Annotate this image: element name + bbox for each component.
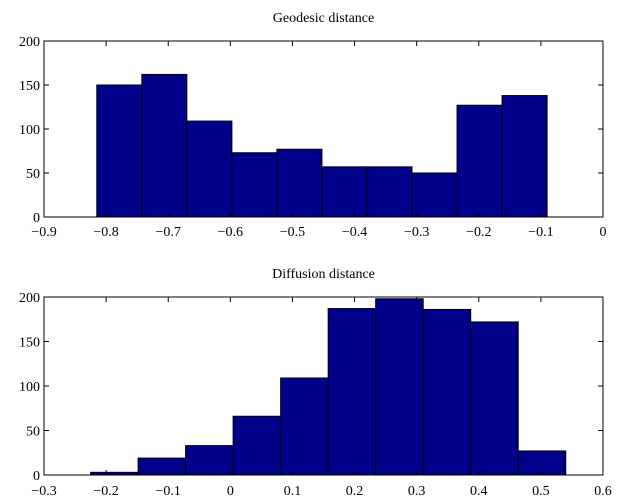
x-tick-label: −0.2 — [466, 225, 491, 240]
histogram-bar — [232, 415, 282, 476]
diffusion-distance-chart: Diffusion distance −0.3 −0.2 −0.1 0 0.1 0.2 0.… — [19, 267, 612, 497]
histogram-bar — [96, 84, 143, 218]
x-tick-label: −0.5 — [280, 225, 305, 240]
x-tick-label: 0.4 — [470, 484, 488, 497]
x-tick-label: −0.6 — [218, 225, 243, 240]
x-tick-label: 0.2 — [346, 484, 364, 497]
x-tick-label: −0.3 — [31, 484, 56, 497]
histogram-bar — [141, 73, 188, 218]
x-tick-label: −0.3 — [404, 225, 429, 240]
histogram-bar — [276, 148, 323, 218]
histogram-bar — [327, 308, 377, 476]
histogram-bar — [470, 321, 519, 476]
histogram-bar — [501, 95, 548, 218]
y-tick-label: 150 — [19, 79, 40, 94]
y-tick-label: 0 — [33, 469, 40, 484]
histogram-bar — [517, 450, 567, 476]
y-tick-label: 50 — [26, 425, 40, 440]
histogram-bar — [422, 308, 472, 476]
chart-title: Diffusion distance — [272, 267, 375, 282]
x-tick-label: −0.9 — [31, 225, 56, 240]
histogram-bar — [185, 445, 234, 476]
x-tick-label: 0.6 — [594, 484, 612, 497]
x-tick-label: −0.8 — [93, 225, 118, 240]
histogram-bar — [321, 166, 368, 218]
x-tick-label: 0.1 — [284, 484, 302, 497]
y-tick-label: 50 — [26, 167, 40, 182]
x-tick-label: 0 — [227, 484, 234, 497]
x-tick-label: −0.1 — [156, 484, 181, 497]
geodesic-distance-chart: Geodesic distance −0.9 −0.8 −0.7 −0.6 −0.5 −0… — [19, 11, 607, 240]
x-tick-label: −0.4 — [342, 225, 367, 240]
y-tick-label: 0 — [33, 211, 40, 226]
x-tick-label: 0.5 — [532, 484, 550, 497]
y-tick-label: 100 — [19, 123, 40, 138]
x-tick-label: −0.2 — [93, 484, 118, 497]
x-tick-label: 0 — [600, 225, 607, 240]
histogram-bar — [137, 457, 187, 476]
x-tick-label: 0.3 — [408, 484, 426, 497]
histogram-bar — [280, 377, 329, 476]
chart-title: Geodesic distance — [273, 11, 374, 26]
histogram-bar — [375, 298, 424, 476]
histogram-bar — [186, 120, 233, 218]
y-tick-label: 100 — [19, 380, 40, 395]
x-tick-label: −0.7 — [156, 225, 181, 240]
y-tick-label: 200 — [19, 291, 40, 306]
x-tick-label: −0.1 — [528, 225, 553, 240]
y-tick-label: 200 — [19, 35, 40, 50]
histogram-bar — [411, 172, 458, 218]
y-tick-label: 150 — [19, 336, 40, 351]
histogram-bar — [231, 152, 278, 218]
histogram-bar — [456, 104, 503, 218]
histogram-bar — [366, 166, 413, 218]
